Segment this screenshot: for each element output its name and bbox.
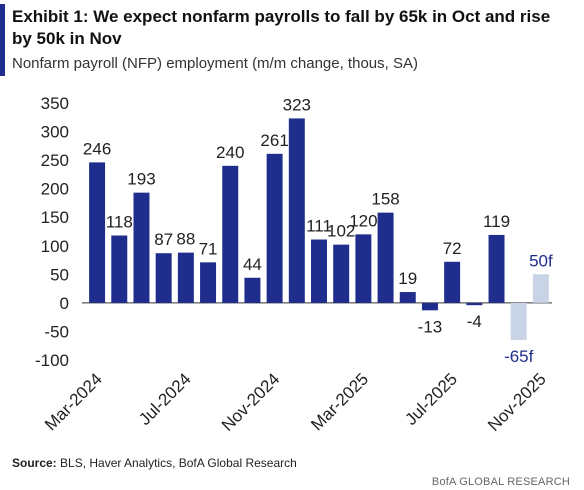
data-label: -65f [504,347,534,366]
bar [444,261,461,303]
data-label: -4 [467,312,482,331]
data-label: 72 [443,239,462,258]
source-text: BLS, Haver Analytics, BofA Global Resear… [56,456,297,470]
x-tick-label: Jul-2024 [135,369,195,429]
bar [177,252,194,303]
data-label: 118 [106,212,133,231]
y-tick-label: 200 [41,180,69,199]
y-tick-label: -50 [44,322,69,341]
bar [488,234,505,303]
data-label: 246 [83,139,111,158]
x-tick-label: Nov-2024 [218,369,284,435]
y-tick-label: 50 [50,265,69,284]
chart-title: Exhibit 1: We expect nonfarm payrolls to… [12,7,551,48]
data-label: 19 [398,269,417,288]
data-label: -13 [418,317,443,336]
bar [111,235,128,303]
data-label: 119 [483,212,510,231]
data-label: 323 [283,95,311,114]
bar [421,302,438,311]
bar [222,165,239,303]
data-label: 71 [199,239,218,258]
bar [266,153,283,303]
bar [155,253,172,303]
bar [133,192,150,303]
bar [244,277,261,303]
data-label: 44 [243,255,262,274]
bar [466,302,483,306]
y-tick-label: 150 [41,208,69,227]
bar [311,239,327,303]
data-label: 261 [260,131,288,150]
y-tick-label: 100 [41,237,69,256]
title-accent-bar [0,4,5,76]
bar [200,262,217,303]
data-label: 120 [349,211,377,230]
bar [333,244,350,303]
bar-chart: 350 300 250 200 150 100 50 0 -50 -100 246 118 193 87 8… [35,94,553,435]
bar [377,212,394,303]
bar [288,118,305,303]
data-label: 193 [127,170,155,189]
data-label: 87 [154,230,173,249]
y-tick-label: 250 [41,151,69,170]
x-tick-label: Jul-2025 [401,369,461,429]
data-label: 111 [306,216,332,235]
brand-footer: BofA GLOBAL RESEARCH [431,476,570,488]
y-tick-label: 0 [60,294,69,313]
y-tick-label: 350 [41,94,69,113]
data-label: 50f [529,251,553,270]
chart-subtitle: Nonfarm payroll (NFP) employment (m/m ch… [12,55,418,72]
bar [399,292,416,303]
bar [89,162,106,303]
data-label: 240 [216,143,244,162]
data-label: 88 [176,230,195,249]
source-note: Source: BLS, Haver Analytics, BofA Globa… [12,456,297,470]
bar [355,234,372,303]
y-tick-label: 300 [41,123,69,142]
x-tick-label: Nov-2025 [484,369,550,435]
x-tick-label: Mar-2024 [41,369,106,434]
x-tick-label: Mar-2025 [307,369,372,434]
data-label: 102 [327,222,355,241]
y-tick-label: -100 [35,351,69,370]
data-label: 158 [371,190,399,209]
source-label: Source: [12,456,57,470]
forecast-bar [510,302,527,341]
forecast-bar [532,274,549,303]
